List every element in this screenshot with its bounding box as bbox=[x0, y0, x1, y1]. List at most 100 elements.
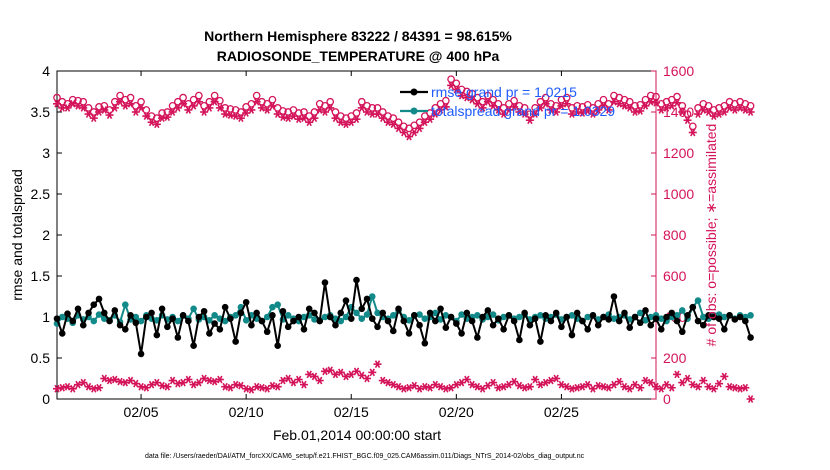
y2-axis-label: # of obs: o=possible; ∗=assimilated bbox=[703, 124, 719, 347]
obs-assimilated-point bbox=[641, 101, 650, 110]
totalspread-point bbox=[642, 316, 649, 324]
star-stroke bbox=[238, 114, 244, 123]
rmse-point bbox=[468, 317, 476, 325]
star-stroke bbox=[395, 382, 402, 391]
rmse-point bbox=[332, 321, 339, 329]
obs-assimilated-point bbox=[399, 384, 408, 393]
totalspread-point bbox=[132, 313, 140, 321]
rmse-point bbox=[479, 313, 486, 321]
rmse-point bbox=[269, 312, 276, 319]
star-stroke bbox=[311, 114, 318, 123]
star-stroke bbox=[180, 99, 186, 108]
star-stroke bbox=[616, 99, 622, 108]
obs-assimilated-point bbox=[68, 384, 77, 393]
rmse-point bbox=[195, 313, 203, 321]
star-stroke bbox=[338, 368, 344, 377]
obs-possible-point bbox=[268, 95, 277, 104]
star-stroke bbox=[532, 110, 538, 118]
totalspread-point bbox=[221, 317, 229, 325]
obs-assimilated-point bbox=[236, 114, 245, 123]
star-stroke bbox=[527, 382, 533, 391]
totalspread-point bbox=[190, 305, 197, 313]
star-stroke bbox=[432, 380, 439, 389]
star-stroke bbox=[175, 379, 181, 388]
obs-assimilated-point bbox=[263, 106, 272, 114]
rmse-point bbox=[531, 315, 539, 322]
star-stroke bbox=[259, 104, 265, 112]
obs-assimilated-point bbox=[215, 104, 224, 112]
rmse-point bbox=[678, 328, 686, 336]
star-stroke bbox=[243, 384, 249, 393]
obs-possible-point bbox=[116, 91, 124, 100]
star-stroke bbox=[658, 384, 664, 393]
star-stroke bbox=[574, 108, 580, 116]
rmse-point bbox=[379, 309, 387, 317]
obs-assimilated-point bbox=[652, 98, 660, 107]
obs-assimilated-point bbox=[58, 383, 67, 392]
totalspread-point bbox=[657, 315, 665, 322]
star-stroke bbox=[169, 376, 176, 385]
star-stroke bbox=[495, 106, 502, 114]
star-stroke bbox=[238, 381, 244, 390]
star-stroke bbox=[306, 370, 312, 379]
star-stroke bbox=[621, 382, 628, 391]
star-stroke bbox=[169, 108, 176, 116]
obs-assimilated-point bbox=[84, 110, 93, 118]
star-stroke bbox=[401, 384, 407, 393]
obs-assimilated-point bbox=[294, 375, 303, 384]
rmse-point bbox=[242, 298, 250, 306]
star-stroke bbox=[322, 108, 328, 116]
totalspread-point bbox=[122, 301, 129, 309]
totalspread-point bbox=[358, 315, 366, 322]
obs-assimilated-point bbox=[173, 104, 182, 112]
star-stroke bbox=[663, 380, 670, 389]
rmse-point bbox=[221, 303, 229, 311]
star-stroke bbox=[679, 378, 685, 387]
rmse-point bbox=[316, 317, 324, 325]
star-stroke bbox=[327, 104, 333, 112]
star-stroke bbox=[359, 104, 365, 112]
star-stroke bbox=[306, 118, 312, 127]
rmse-point bbox=[463, 309, 471, 317]
obs-assimilated-point bbox=[604, 106, 613, 114]
star-stroke bbox=[374, 360, 381, 369]
rmse-point bbox=[132, 319, 140, 327]
totalspread-point bbox=[321, 313, 329, 321]
legend-totalspread-label: totalspread grand pr = 1.0329 bbox=[431, 103, 615, 119]
rmse-point bbox=[594, 321, 602, 329]
rmse-point bbox=[127, 312, 134, 319]
star-stroke bbox=[516, 381, 523, 390]
star-stroke bbox=[632, 108, 638, 116]
rmse-point bbox=[657, 326, 665, 333]
rmse-point bbox=[153, 331, 161, 339]
star-stroke bbox=[401, 128, 407, 137]
y-tick-label: 1.5 bbox=[31, 268, 51, 284]
star-stroke bbox=[432, 110, 439, 118]
rmse-point bbox=[90, 301, 98, 309]
rmse-point bbox=[263, 328, 271, 336]
obs-assimilated-point bbox=[331, 114, 340, 123]
y-tick-label: 2.5 bbox=[31, 186, 51, 202]
rmse-point bbox=[663, 313, 670, 321]
totalspread-point bbox=[584, 313, 591, 321]
obs-assimilated-point bbox=[426, 115, 435, 124]
obs-assimilated-point bbox=[646, 97, 655, 106]
obs-possible-point bbox=[331, 108, 340, 116]
rmse-point bbox=[526, 321, 534, 329]
obs-possible-point bbox=[625, 97, 634, 106]
obs-assimilated-point bbox=[336, 368, 345, 377]
totalspread-point bbox=[442, 312, 450, 319]
star-stroke bbox=[154, 120, 160, 129]
rmse-point bbox=[495, 315, 502, 322]
obs-assimilated-point bbox=[552, 108, 561, 116]
star-stroke bbox=[269, 381, 276, 390]
rmse-point bbox=[631, 313, 639, 321]
star-stroke bbox=[695, 110, 701, 118]
obs-assimilated-point bbox=[215, 375, 224, 384]
star-stroke bbox=[85, 382, 92, 391]
obs-assimilated-point bbox=[110, 104, 119, 112]
star-stroke bbox=[585, 107, 591, 115]
left-y-axis: 0 0.5 1 1.5 2 2.5 3 3.5 4 bbox=[31, 63, 62, 407]
obs-assimilated-point bbox=[247, 106, 256, 114]
star-stroke bbox=[721, 108, 727, 116]
